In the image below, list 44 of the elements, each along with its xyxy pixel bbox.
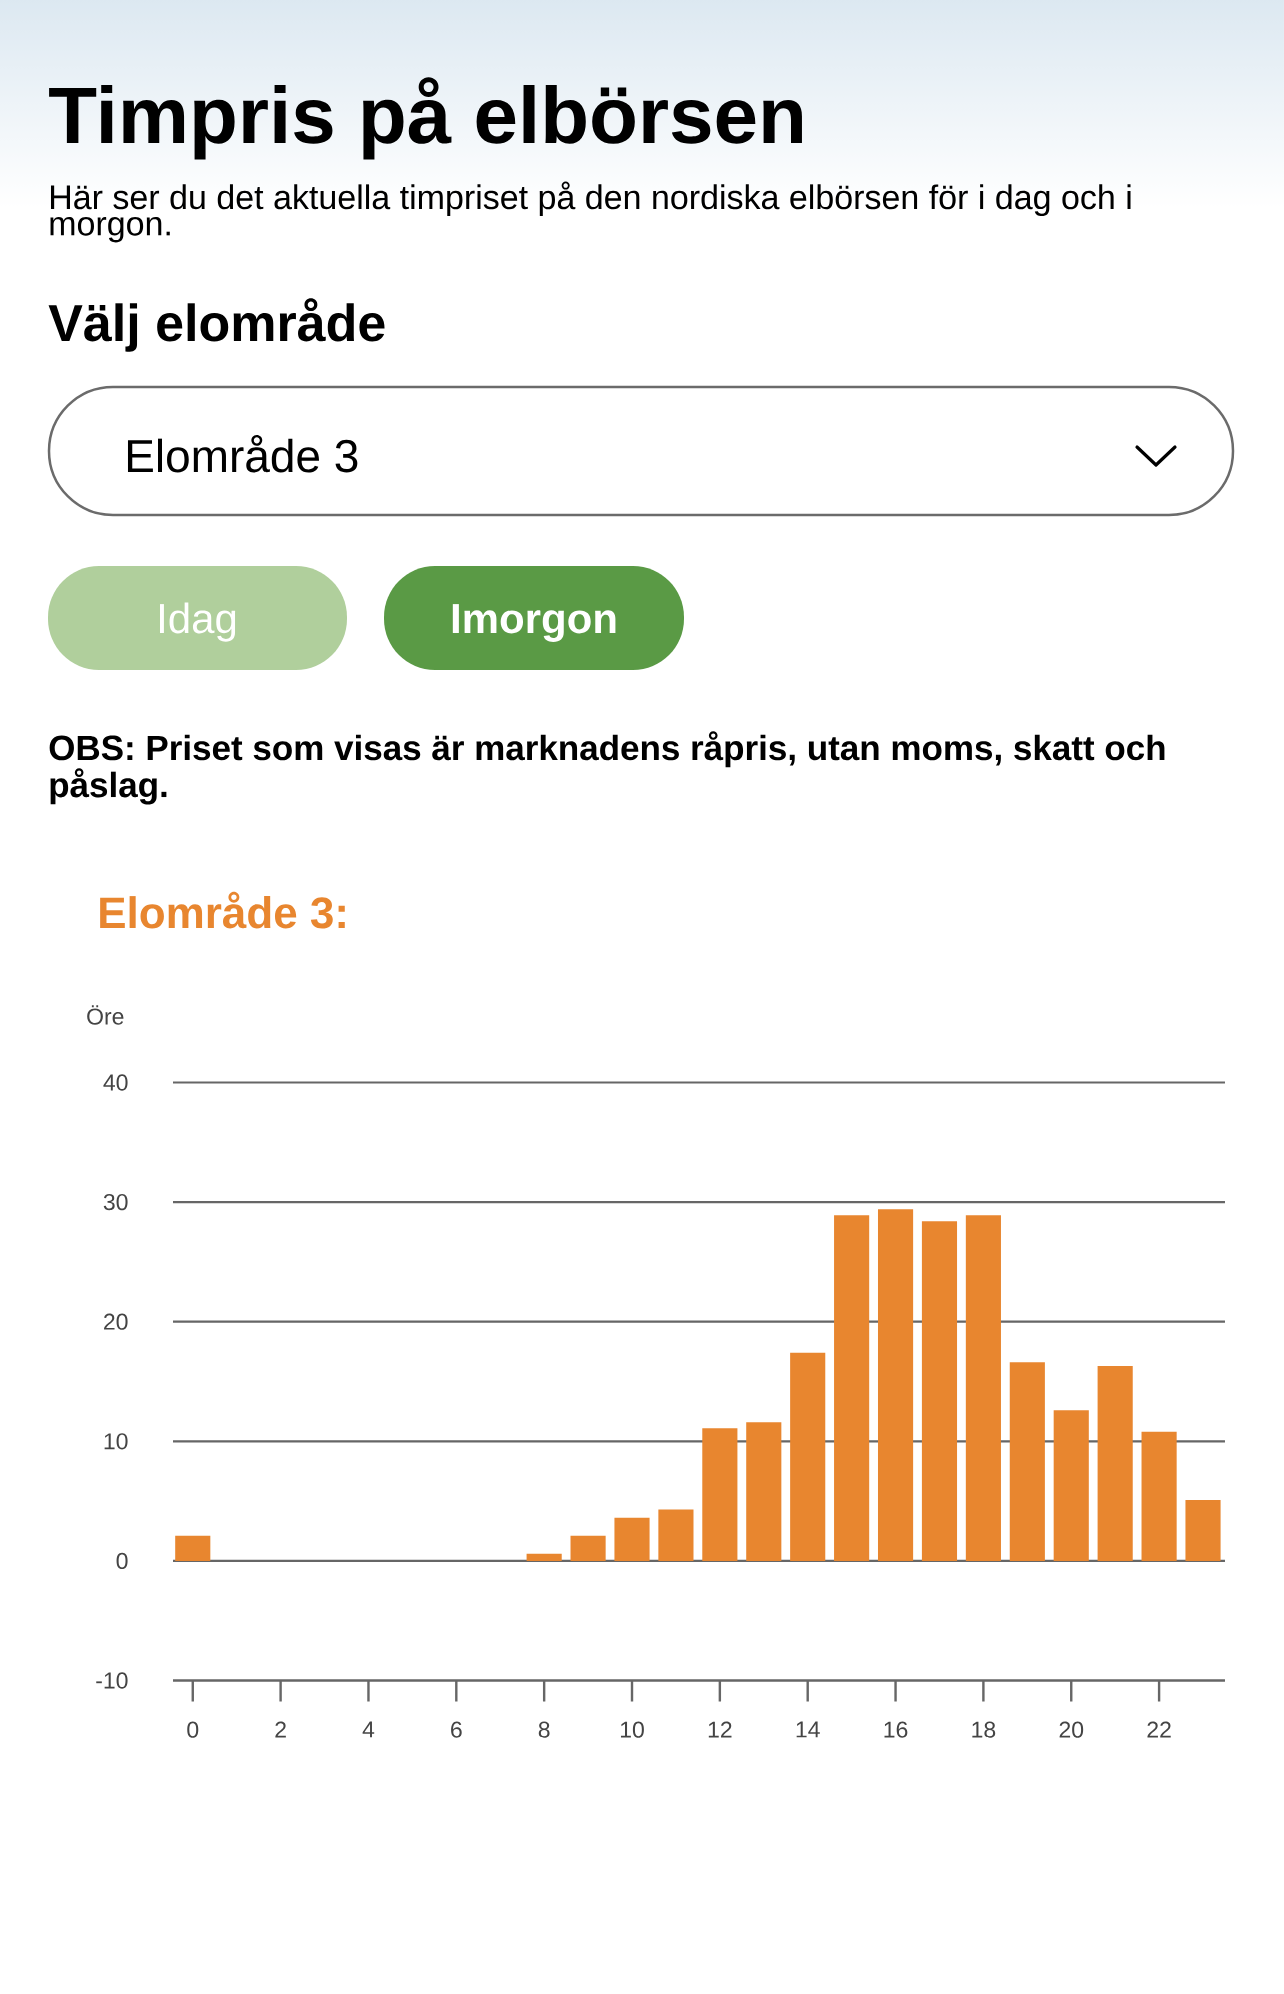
y-tick-label: 40 (103, 1074, 128, 1091)
y-tick-label: 0 (116, 1552, 128, 1570)
x-tick-label: 18 (972, 1721, 996, 1738)
bar (658, 1509, 694, 1561)
bar (877, 1209, 914, 1561)
bar (921, 1221, 958, 1561)
y-tick-label: -10 (96, 1672, 128, 1689)
text: Elområde 3 (127, 434, 358, 473)
chart-title: Timpris på elbörsen (49, 77, 802, 160)
x-tick-label: 22 (1147, 1721, 1171, 1738)
x-tick-label: 16 (884, 1721, 908, 1738)
y-tick-label: 10 (104, 1433, 128, 1450)
x-tick-label: 20 (1059, 1721, 1084, 1738)
x-tick-label: 8 (538, 1721, 550, 1738)
bar (1141, 1431, 1177, 1561)
bar (1097, 1365, 1133, 1561)
bar (1185, 1499, 1221, 1561)
x-tick-label: 14 (796, 1721, 820, 1738)
bar (790, 1352, 826, 1561)
bar (1009, 1362, 1045, 1561)
x-tick-label: 6 (451, 1721, 462, 1738)
text: Idag (160, 602, 236, 642)
bar (175, 1535, 211, 1561)
bar (746, 1422, 782, 1561)
y-tick-label: 30 (103, 1193, 128, 1211)
bar (702, 1428, 738, 1561)
text: Imorgon (452, 604, 616, 642)
x-tick-label: 10 (620, 1721, 644, 1738)
x-tick-label: 12 (708, 1721, 732, 1738)
text: Elområde 3: (100, 891, 345, 929)
text: Välj elområde (48, 298, 385, 352)
bar (965, 1215, 1001, 1561)
x-tick-label: 4 (362, 1721, 375, 1738)
bar (526, 1553, 562, 1561)
bar (570, 1535, 606, 1561)
x-tick-label: 0 (187, 1721, 199, 1738)
text: OBS: Priset som visas är marknadens råpris, utan moms, skatt och påslag. (49, 731, 1165, 805)
x-tick-label: 2 (275, 1721, 286, 1738)
y-tick-label: 20 (104, 1313, 128, 1330)
y-axis-title: Öre (87, 1005, 124, 1025)
bar (614, 1517, 650, 1561)
bar (1053, 1410, 1089, 1561)
bar (834, 1215, 870, 1561)
chart-subtitle: Här ser du det aktuella timpriset på den nordiska elbörsen för i dag och i morgon. (50, 181, 1131, 243)
